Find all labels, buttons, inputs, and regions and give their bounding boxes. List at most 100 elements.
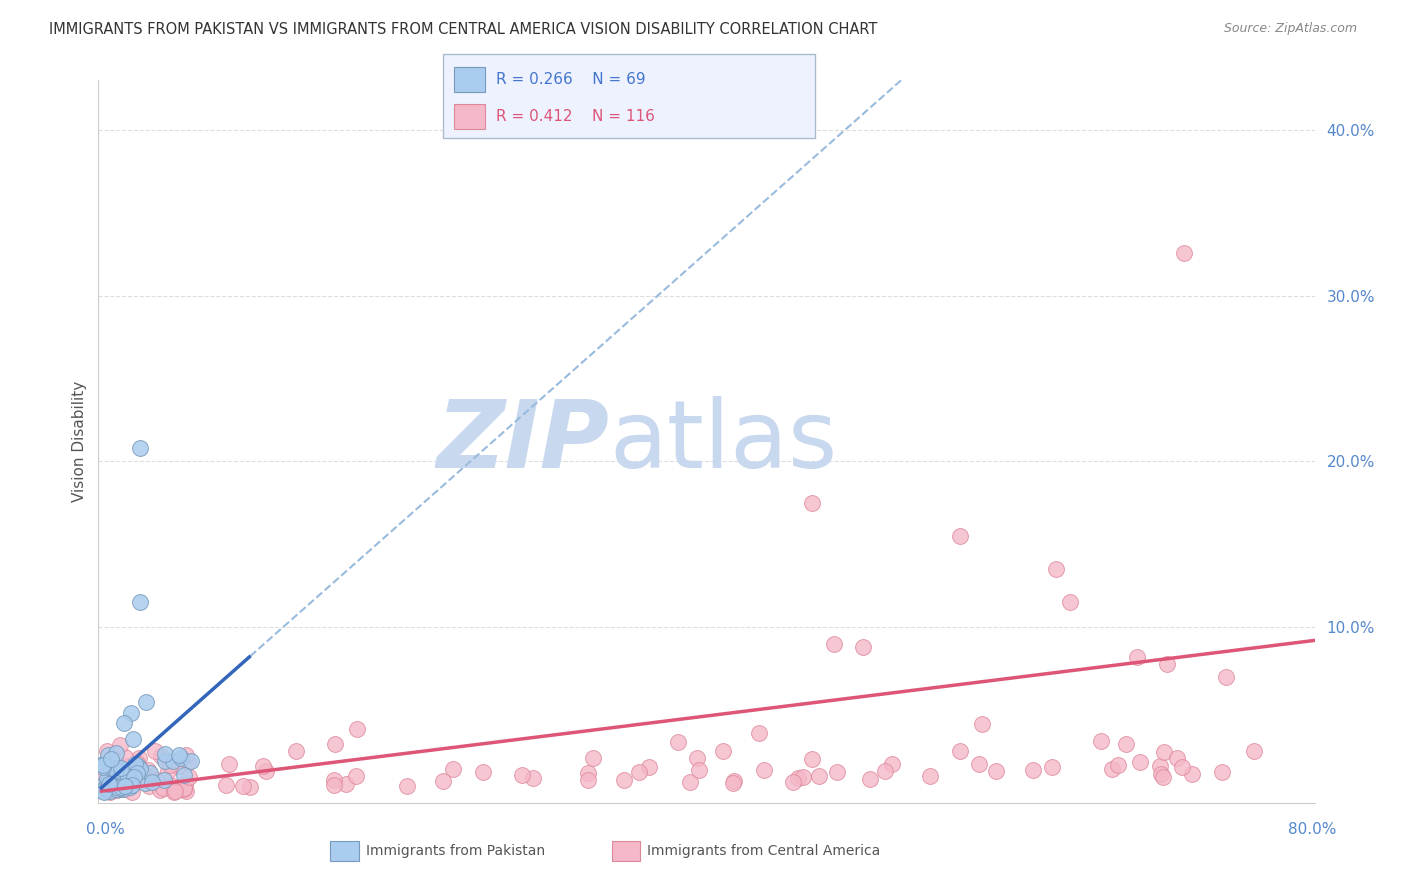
- Point: [93, 785, 115, 799]
- Point: [170, 751, 193, 765]
- Point: [136, 763, 159, 777]
- Point: [218, 756, 240, 771]
- Point: [723, 773, 745, 788]
- Point: [93, 783, 115, 797]
- Point: [134, 771, 156, 785]
- Point: [91, 756, 114, 771]
- Point: [127, 756, 149, 771]
- Point: [103, 778, 125, 792]
- Point: [666, 734, 689, 748]
- Point: [110, 780, 132, 794]
- Point: [135, 695, 157, 709]
- Text: ZIP: ZIP: [436, 395, 609, 488]
- Point: [124, 770, 146, 784]
- Point: [96, 744, 118, 758]
- Point: [134, 776, 156, 790]
- Point: [322, 773, 344, 788]
- Point: [441, 763, 464, 777]
- Point: [174, 783, 197, 797]
- Point: [149, 783, 172, 797]
- Point: [94, 780, 117, 795]
- Point: [111, 781, 134, 796]
- Point: [1042, 760, 1064, 774]
- Point: [97, 773, 120, 788]
- Point: [104, 746, 127, 760]
- Text: R = 0.266    N = 69: R = 0.266 N = 69: [496, 72, 645, 87]
- Point: [122, 731, 145, 746]
- Point: [344, 769, 367, 783]
- Point: [174, 776, 197, 790]
- Point: [128, 595, 150, 609]
- Point: [323, 778, 346, 792]
- Point: [174, 747, 197, 762]
- Point: [145, 772, 167, 787]
- Point: [1059, 595, 1081, 609]
- Point: [103, 763, 125, 777]
- Point: [284, 744, 307, 758]
- Point: [100, 761, 122, 775]
- Point: [1115, 737, 1137, 751]
- Point: [98, 785, 121, 799]
- Point: [1090, 733, 1112, 747]
- Text: 0.0%: 0.0%: [86, 822, 125, 838]
- Point: [239, 780, 262, 795]
- Point: [134, 767, 156, 781]
- Point: [679, 775, 702, 789]
- Point: [1126, 650, 1149, 665]
- Point: [103, 776, 125, 790]
- Point: [91, 760, 114, 774]
- Point: [107, 779, 129, 793]
- Point: [97, 773, 120, 788]
- Point: [576, 772, 599, 787]
- Point: [120, 706, 142, 721]
- Point: [1156, 657, 1178, 671]
- Point: [323, 738, 346, 752]
- Point: [852, 640, 875, 654]
- Point: [173, 780, 195, 795]
- Point: [101, 775, 124, 789]
- Point: [98, 784, 121, 798]
- Point: [613, 772, 636, 787]
- Point: [107, 775, 129, 789]
- Point: [155, 754, 177, 768]
- Point: [127, 765, 149, 780]
- Point: [177, 756, 200, 770]
- Point: [162, 754, 184, 768]
- Point: [582, 751, 605, 765]
- Point: [173, 767, 195, 781]
- Point: [472, 764, 495, 779]
- Point: [120, 764, 142, 779]
- Point: [111, 764, 134, 779]
- Point: [984, 764, 1007, 778]
- Point: [1181, 766, 1204, 780]
- Point: [787, 772, 810, 786]
- Point: [118, 780, 141, 795]
- Point: [254, 764, 277, 778]
- Point: [396, 779, 419, 793]
- Point: [114, 749, 136, 764]
- Point: [121, 778, 143, 792]
- Point: [1173, 245, 1195, 260]
- Point: [114, 760, 136, 774]
- Point: [97, 777, 120, 791]
- Point: [128, 751, 150, 765]
- Point: [948, 529, 970, 543]
- Point: [1149, 759, 1171, 773]
- Point: [1101, 762, 1123, 776]
- Text: 80.0%: 80.0%: [1288, 822, 1336, 838]
- Point: [117, 770, 139, 784]
- Text: R = 0.412    N = 116: R = 0.412 N = 116: [496, 110, 655, 124]
- Point: [1166, 751, 1188, 765]
- Point: [121, 785, 143, 799]
- Point: [1211, 765, 1233, 780]
- Point: [522, 771, 544, 785]
- Point: [110, 774, 132, 789]
- Point: [166, 758, 188, 772]
- Point: [859, 772, 882, 786]
- Point: [510, 768, 533, 782]
- Point: [94, 781, 117, 796]
- Point: [100, 752, 122, 766]
- Point: [114, 779, 136, 793]
- Point: [107, 771, 129, 785]
- Point: [173, 781, 195, 796]
